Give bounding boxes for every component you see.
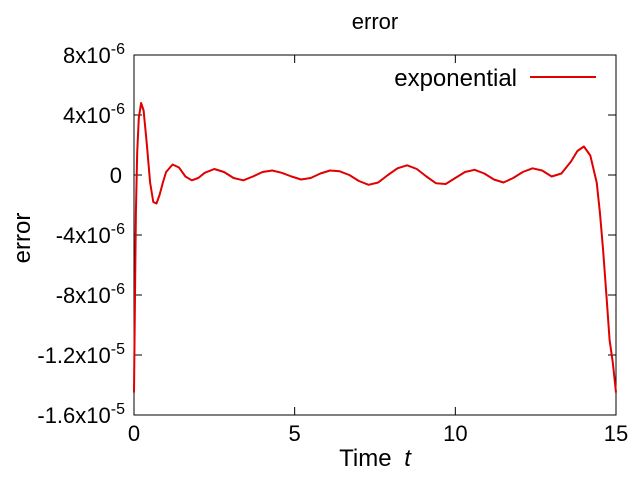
y-tick-mantissa: -1.6x10 bbox=[37, 403, 110, 428]
x-tick-label: 10 bbox=[443, 421, 467, 446]
y-tick-mantissa: 8x10 bbox=[63, 43, 111, 68]
y-tick-exponent: -5 bbox=[111, 341, 125, 358]
x-tick-label: 15 bbox=[604, 421, 628, 446]
y-tick-label: 0 bbox=[110, 163, 122, 188]
y-tick-label: -1.2x10-5 bbox=[37, 341, 125, 368]
y-tick-exponent: -6 bbox=[111, 101, 125, 118]
x-axis-label-var: t bbox=[404, 445, 412, 472]
plot-frame bbox=[133, 54, 617, 416]
y-tick-mantissa: -8x10 bbox=[56, 283, 111, 308]
y-tick-mantissa: 4x10 bbox=[63, 103, 111, 128]
y-tick-label: -1.6x10-5 bbox=[37, 401, 125, 428]
y-tick-exponent: -6 bbox=[111, 221, 125, 238]
y-tick-label: -4x10-6 bbox=[56, 221, 125, 248]
x-axis-label: Time t bbox=[339, 445, 412, 472]
y-tick-exponent: -6 bbox=[111, 41, 125, 58]
chart-title: error bbox=[352, 9, 398, 34]
series-layer bbox=[133, 102, 617, 393]
x-tick-label: 0 bbox=[128, 421, 140, 446]
series-line-exponential bbox=[133, 102, 617, 393]
y-axis-label: error bbox=[9, 213, 36, 264]
legend-label: exponential bbox=[394, 65, 517, 92]
y-tick-exponent: -6 bbox=[111, 281, 125, 298]
x-tick-label: 5 bbox=[289, 421, 301, 446]
x-axis-label-text: Time bbox=[339, 445, 391, 472]
y-tick-label: 4x10-6 bbox=[63, 101, 125, 128]
x-tick-labels: 0 5 10 15 bbox=[128, 421, 628, 446]
y-tick-label: 8x10-6 bbox=[63, 41, 125, 68]
legend: exponential bbox=[394, 65, 596, 92]
y-tick-mantissa: -4x10 bbox=[56, 223, 111, 248]
y-tick-exponent: -5 bbox=[111, 401, 125, 418]
y-tick-mantissa: -1.2x10 bbox=[37, 343, 110, 368]
y-tick-label: -8x10-6 bbox=[56, 281, 125, 308]
y-tick-labels: 8x10-64x10-60-4x10-6-8x10-6-1.2x10-5-1.6… bbox=[37, 41, 125, 428]
axis-ticks bbox=[133, 54, 617, 416]
